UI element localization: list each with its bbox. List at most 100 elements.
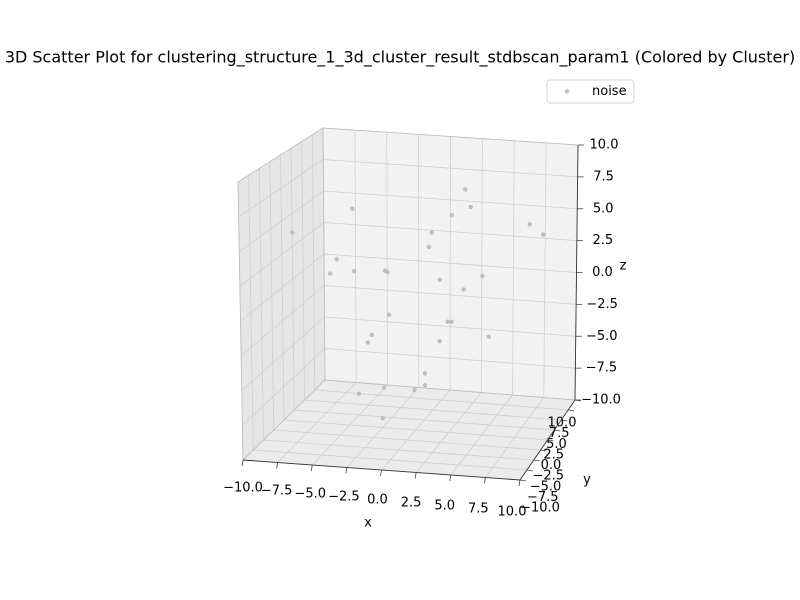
z-tick-label: −5.0	[586, 329, 618, 344]
pane-edge	[324, 379, 576, 401]
tick-mark	[380, 469, 382, 477]
grid-line	[238, 159, 324, 218]
tick-mark	[414, 472, 417, 479]
point	[429, 230, 434, 235]
point	[540, 232, 546, 237]
tick-mark	[276, 462, 279, 469]
tick-mark	[310, 464, 313, 472]
tick-mark	[561, 419, 568, 422]
point	[422, 383, 428, 388]
point	[461, 287, 466, 292]
tick-mark	[533, 459, 540, 462]
pane-edge	[237, 181, 244, 461]
point	[380, 415, 385, 421]
legend-marker	[564, 89, 570, 94]
y-tick-label: −5.0	[530, 479, 562, 494]
grid-line	[242, 348, 326, 426]
point	[449, 212, 455, 218]
z-axis-label: z	[620, 259, 627, 274]
pane-edge	[237, 127, 324, 183]
y-tick-label: 2.5	[543, 447, 564, 462]
y-tick-label: −7.5	[527, 490, 559, 505]
grid-line	[253, 449, 527, 471]
x-axis-label: x	[364, 516, 372, 531]
legend-box	[546, 79, 635, 104]
x-axis-line	[242, 459, 521, 481]
grid-line	[323, 222, 577, 242]
pane-edge	[322, 127, 326, 381]
grid-line	[283, 419, 548, 441]
tick-mark	[540, 449, 547, 452]
grid-line	[324, 348, 576, 369]
grid-line	[323, 190, 578, 210]
tick-mark	[241, 459, 244, 467]
x-tick-label: 7.5	[468, 502, 489, 517]
y-tick-label: 10.0	[548, 416, 577, 431]
y-axis-label: y	[583, 473, 591, 488]
point	[449, 319, 454, 325]
tick-mark	[547, 439, 554, 442]
grid-line	[239, 190, 324, 252]
grid-line	[273, 429, 541, 451]
z-axis-line	[574, 144, 579, 401]
grid-line	[239, 222, 324, 287]
y-tick-label: 5.0	[546, 437, 567, 452]
y-tick-label: 0.0	[541, 458, 562, 473]
chart-title: 3D Scatter Plot for clustering_structure…	[5, 48, 795, 68]
point	[369, 332, 375, 338]
x-tick-label: 5.0	[434, 499, 455, 514]
grid-line	[304, 399, 562, 421]
grid-line	[294, 409, 555, 431]
point	[350, 206, 355, 211]
legend-label: noise	[592, 84, 627, 99]
y-axis-line	[519, 399, 576, 481]
tick-mark	[526, 469, 533, 472]
point	[290, 230, 295, 235]
x-tick-label: −5.0	[294, 487, 326, 502]
tick-mark	[568, 409, 575, 412]
x-tick-label: −10.0	[223, 481, 263, 496]
point	[422, 371, 428, 376]
tick-mark	[345, 467, 348, 474]
x-tick-label: −7.5	[261, 484, 293, 499]
point	[334, 257, 339, 262]
pane-edge	[242, 379, 326, 461]
tick-mark	[449, 474, 452, 482]
grid-line	[263, 439, 534, 461]
pane-edge	[322, 127, 579, 146]
point	[426, 244, 432, 250]
z-tick-label: 5.0	[593, 201, 614, 216]
tick-mark	[518, 479, 521, 487]
point	[365, 340, 371, 345]
point	[437, 338, 442, 344]
x-tick-label: 2.5	[401, 496, 422, 511]
point	[412, 387, 417, 393]
point	[381, 385, 387, 390]
grid-line	[324, 316, 576, 337]
grid-line	[241, 316, 325, 391]
point	[327, 271, 333, 276]
grid-line	[240, 253, 325, 322]
z-tick-label: 0.0	[592, 265, 613, 280]
z-tick-label: −7.5	[586, 361, 618, 376]
z-tick-label: −2.5	[586, 297, 618, 312]
point	[385, 269, 390, 275]
grid-line	[323, 159, 578, 178]
point	[463, 187, 468, 192]
z-tick-label: 7.5	[593, 169, 614, 184]
point	[486, 334, 491, 339]
x-tick-label: 0.0	[367, 493, 388, 508]
tick-mark	[554, 429, 561, 432]
point	[351, 269, 357, 274]
tick-mark	[483, 477, 486, 484]
grid-line	[240, 285, 325, 357]
tick-mark	[519, 479, 527, 482]
z-tick-label: 2.5	[593, 233, 614, 248]
y-tick-label: −10.0	[520, 501, 560, 516]
y-tick-label: −2.5	[532, 469, 564, 484]
point	[356, 391, 362, 396]
z-tick-label: −10.0	[581, 393, 621, 408]
point	[468, 204, 473, 210]
x-tick-label: 10.0	[498, 505, 527, 520]
